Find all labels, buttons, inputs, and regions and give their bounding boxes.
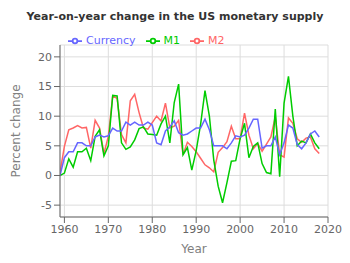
svg-text:2000: 2000	[226, 223, 254, 236]
svg-text:1970: 1970	[94, 223, 122, 236]
html-text:Year-on-year change in the US: Year-on-year change in the US monetary s…	[26, 10, 324, 23]
svg-text:10: 10	[38, 110, 52, 123]
svg-text:2010: 2010	[270, 223, 298, 236]
svg-text:Year: Year	[180, 242, 206, 253]
svg-text:15: 15	[38, 80, 52, 93]
html-text:M1: M1	[163, 34, 181, 47]
html-text:M2: M2	[208, 34, 225, 47]
html-text:Currency: Currency	[86, 34, 136, 47]
svg-text:Percent change: Percent change	[9, 84, 23, 177]
svg-text:-5: -5	[41, 199, 52, 212]
svg-text:2020: 2020	[314, 223, 342, 236]
svg-text:20: 20	[38, 51, 52, 64]
svg-text:1980: 1980	[138, 223, 166, 236]
svg-text:1990: 1990	[182, 223, 210, 236]
svg-text:0: 0	[45, 169, 52, 182]
svg-text:1960: 1960	[50, 223, 78, 236]
svg-text:5: 5	[45, 140, 52, 153]
